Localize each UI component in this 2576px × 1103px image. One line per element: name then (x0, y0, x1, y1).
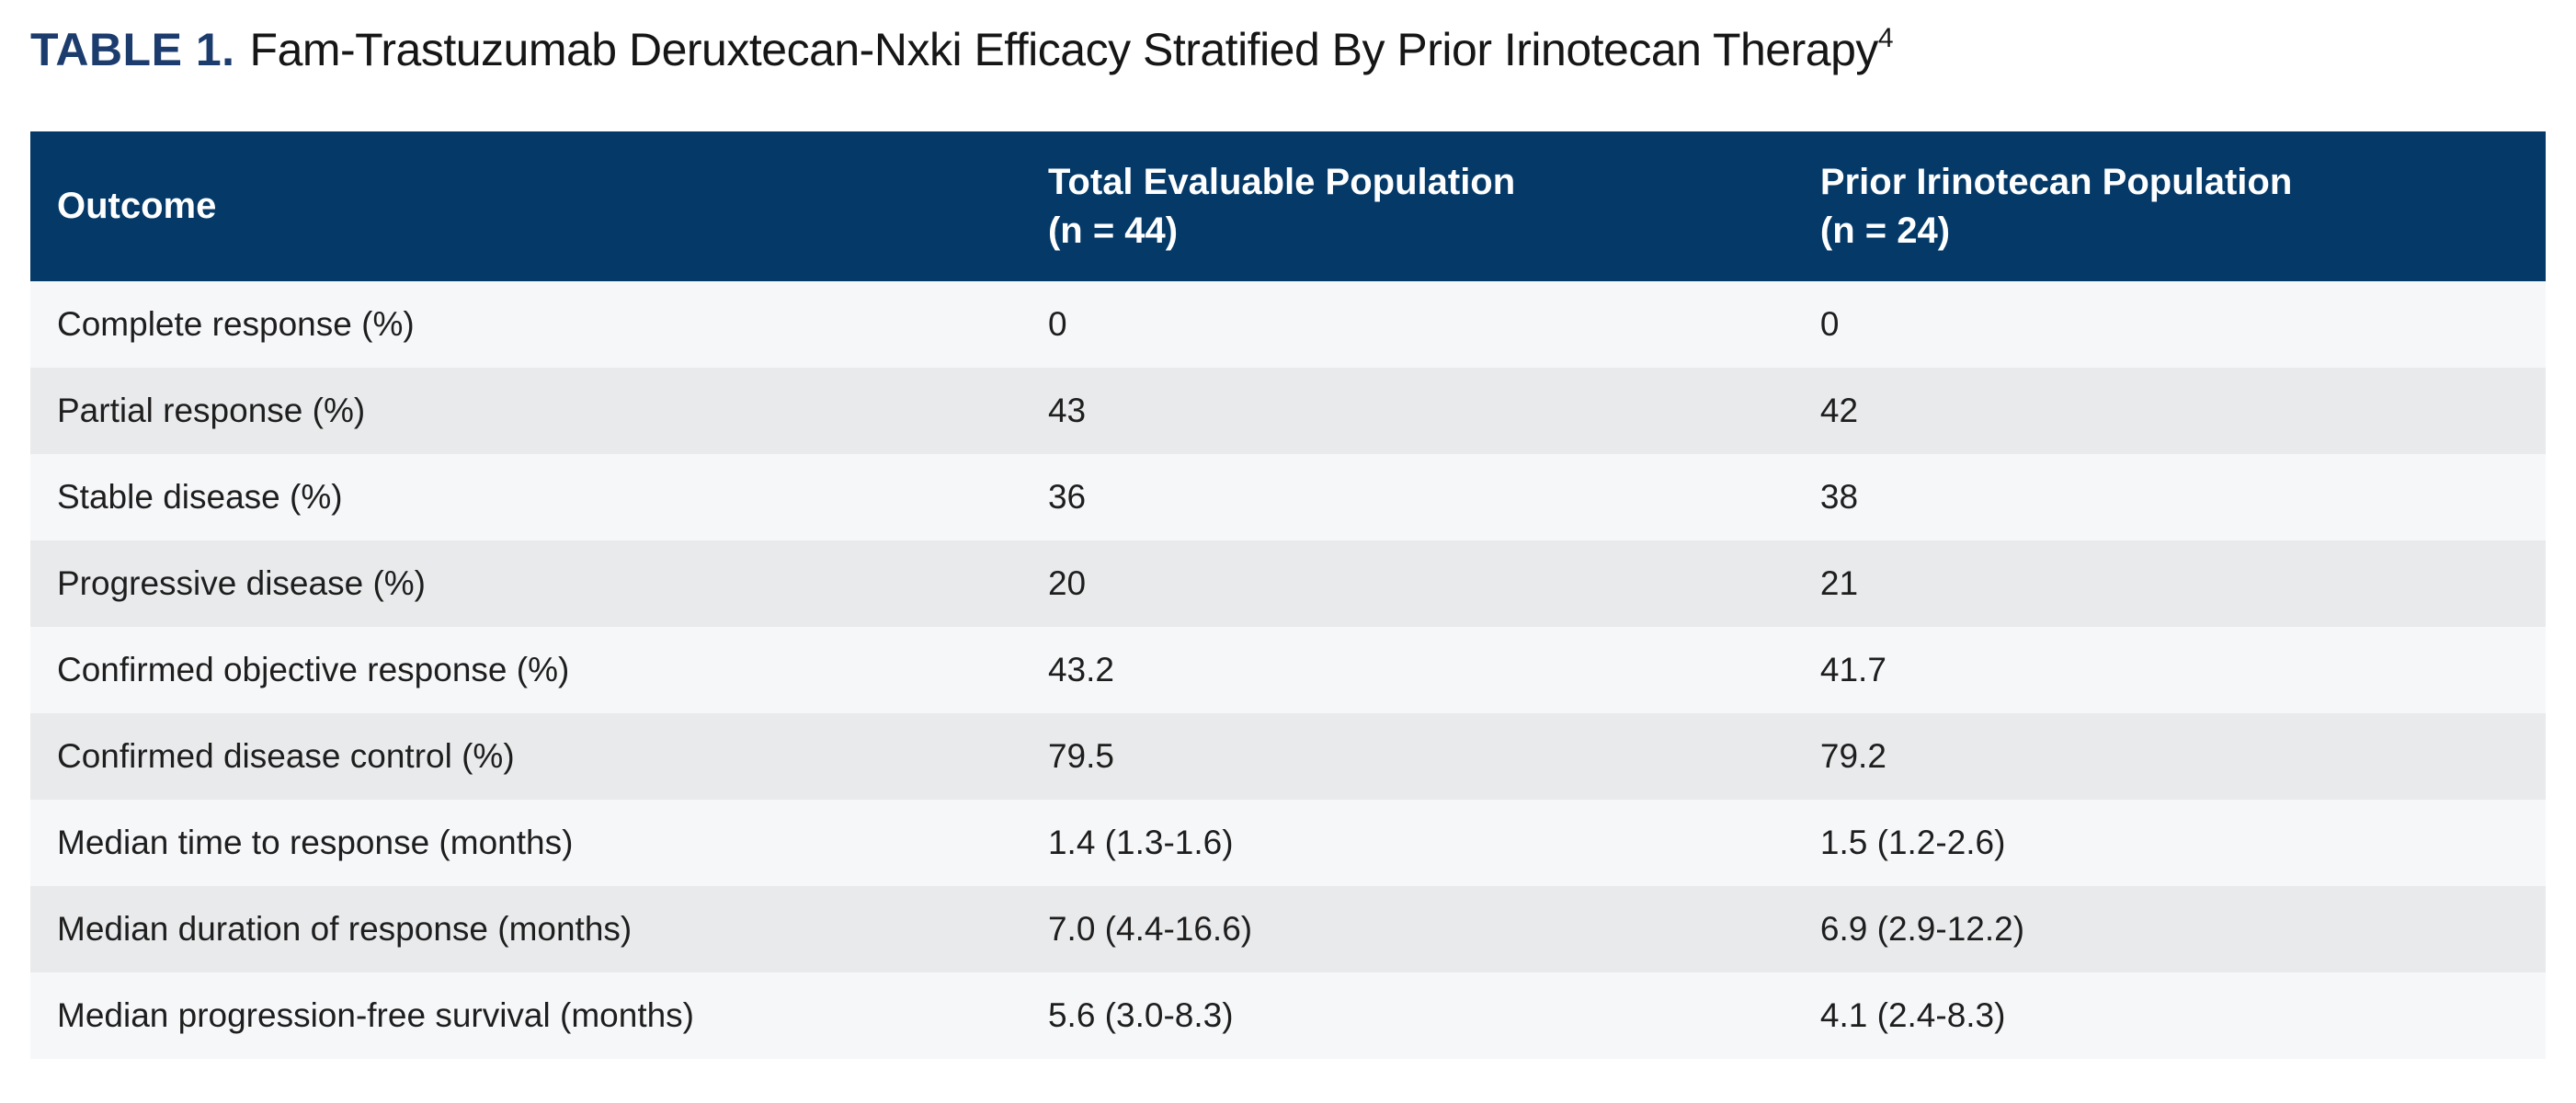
cell-prior: 38 (1819, 478, 1859, 516)
cell-outcome: Confirmed disease control (%) (57, 737, 515, 775)
cell-outcome: Median duration of response (months) (57, 910, 633, 948)
cell-total: 0 (1047, 305, 1067, 343)
header-prior-line2: (n = 24) (1819, 210, 1951, 251)
header-outcome-label: Outcome (57, 186, 217, 226)
header-total-line1: Total Evaluable Population (1047, 161, 1516, 202)
cell-prior: 1.5 (1.2-2.6) (1819, 824, 2006, 861)
header-prior-line1: Prior Irinotecan Population (1819, 161, 2293, 202)
page: TABLE 1. Fam-Trastuzumab Deruxtecan-Nxki … (0, 23, 2576, 1059)
table-row: Median time to response (months) 1.4 (1.… (30, 800, 2546, 886)
header-total-line2: (n = 44) (1047, 210, 1179, 251)
cell-total: 36 (1047, 478, 1087, 516)
table-caption: TABLE 1. Fam-Trastuzumab Deruxtecan-Nxki … (30, 23, 2546, 83)
cell-outcome: Median progression-free survival (months… (57, 996, 694, 1034)
cell-prior: 79.2 (1819, 737, 1886, 775)
cell-outcome: Progressive disease (%) (57, 564, 426, 602)
table-row: Median duration of response (months) 7.0… (30, 886, 2546, 972)
cell-prior: 41.7 (1819, 651, 1886, 688)
cell-total: 5.6 (3.0-8.3) (1047, 996, 1234, 1034)
cell-prior: 21 (1819, 564, 1859, 602)
cell-total: 43.2 (1047, 651, 1114, 688)
table-row: Confirmed disease control (%) 79.5 79.2 (30, 713, 2546, 800)
table-row: Progressive disease (%) 20 21 (30, 540, 2546, 627)
cell-total: 43 (1047, 392, 1087, 429)
table-row: Partial response (%) 43 42 (30, 368, 2546, 454)
table-header-row: Outcome Total Evaluable Population (n = … (30, 131, 2546, 281)
table-body: Complete response (%) 0 0 Partial respon… (30, 281, 2546, 1059)
efficacy-table: Outcome Total Evaluable Population (n = … (30, 131, 2546, 1059)
table-caption-label: TABLE 1. (30, 24, 235, 75)
cell-prior: 0 (1819, 305, 1840, 343)
cell-total: 1.4 (1.3-1.6) (1047, 824, 1234, 861)
reference-superscript: 4 (1877, 23, 1894, 53)
cell-prior: 4.1 (2.4-8.3) (1819, 996, 2006, 1034)
table-caption-text: Fam-Trastuzumab Deruxtecan-Nxki Efficacy… (249, 24, 1879, 75)
header-cell-outcome: Outcome (30, 182, 1021, 231)
cell-outcome: Median time to response (months) (57, 824, 574, 861)
cell-total: 20 (1047, 564, 1087, 602)
table-row: Confirmed objective response (%) 43.2 41… (30, 627, 2546, 713)
header-cell-prior-irinotecan-population: Prior Irinotecan Population (n = 24) (1794, 158, 2546, 256)
cell-total: 79.5 (1047, 737, 1114, 775)
cell-total: 7.0 (4.4-16.6) (1047, 910, 1253, 948)
header-cell-total-population: Total Evaluable Population (n = 44) (1021, 158, 1794, 256)
cell-prior: 42 (1819, 392, 1859, 429)
cell-outcome: Confirmed objective response (%) (57, 651, 570, 688)
table-row: Stable disease (%) 36 38 (30, 454, 2546, 540)
cell-outcome: Stable disease (%) (57, 478, 343, 516)
table-row: Complete response (%) 0 0 (30, 281, 2546, 368)
table-row: Median progression-free survival (months… (30, 972, 2546, 1059)
cell-prior: 6.9 (2.9-12.2) (1819, 910, 2025, 948)
cell-outcome: Partial response (%) (57, 392, 366, 429)
cell-outcome: Complete response (%) (57, 305, 415, 343)
